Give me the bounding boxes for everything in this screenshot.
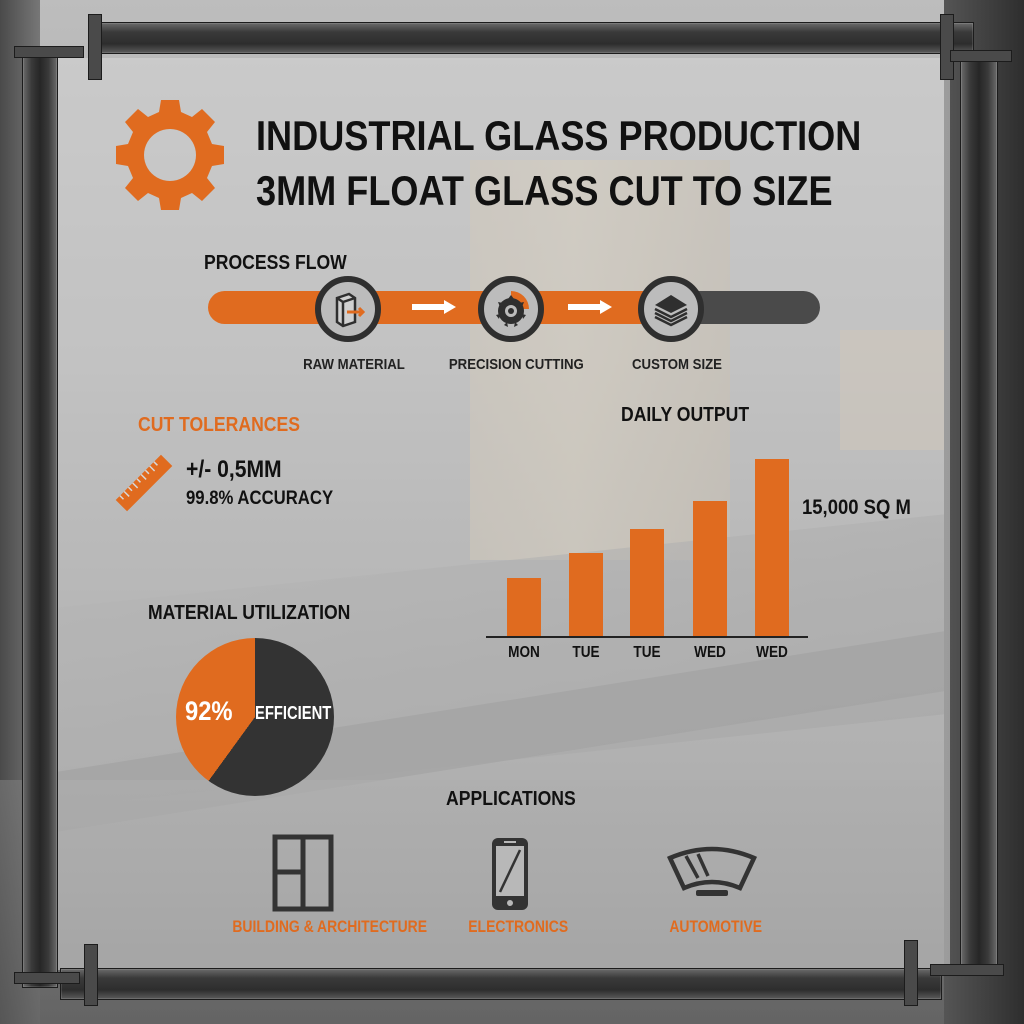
step-custom-size-circle [638, 276, 704, 342]
bar-wed [693, 501, 727, 636]
pie-efficient-label: EFFICIENT [255, 703, 332, 723]
material-utilization-heading: MATERIAL UTILIZATION [148, 602, 351, 624]
step-label-raw-material: RAW MATERIAL [303, 356, 405, 373]
title-line-2: 3MM FLOAT GLASS CUT TO SIZE [256, 167, 833, 214]
chart-x-axis [486, 636, 808, 638]
bar-tue [630, 529, 664, 636]
x-tick-label: TUE [572, 644, 600, 661]
application-label-automotive: AUTOMOTIVE [669, 917, 763, 936]
gear-icon [116, 100, 224, 210]
x-tick-label: WED [756, 644, 788, 661]
x-tick-label: WED [694, 644, 726, 661]
stacked-sheets-icon [654, 295, 688, 327]
page-title: INDUSTRIAL GLASS PRODUCTION 3MM FLOAT GL… [256, 108, 861, 218]
pie-percent-label: 92% [185, 696, 233, 726]
saw-blade-icon [496, 291, 529, 327]
daily-output-callout: 15,000 SQ M [802, 496, 911, 519]
window-icon [272, 834, 334, 912]
tolerance-value: +/- 0,5MM [186, 456, 282, 483]
frame-flange-bottom-left-vertical [84, 944, 98, 1006]
smartphone-icon [492, 838, 528, 910]
tolerance-accuracy: 99.8% ACCURACY [186, 488, 334, 509]
frame-flange-bottom-left [14, 972, 80, 984]
frame-beam-top [92, 22, 974, 54]
frame-beam-left [22, 56, 58, 988]
frame-flange-bottom-right-horizontal [930, 964, 1004, 976]
step-label-precision-cutting: PRECISION CUTTING [448, 356, 584, 373]
bar-mon [507, 578, 541, 636]
x-tick-label: TUE [633, 644, 661, 661]
application-label-building: BUILDING & ARCHITECTURE [232, 917, 428, 936]
bar-tue [569, 553, 603, 636]
x-tick-label: MON [508, 644, 540, 661]
title-line-1: INDUSTRIAL GLASS PRODUCTION [256, 112, 862, 159]
frame-flange-bottom-right [904, 940, 918, 1006]
arrow-right-icon [568, 300, 612, 314]
bar-wed [755, 459, 789, 636]
step-raw-material-circle [315, 276, 381, 342]
applications-heading: APPLICATIONS [446, 788, 576, 810]
frame-flange-top-left [14, 46, 84, 58]
daily-output-heading: DAILY OUTPUT [621, 404, 750, 426]
frame-flange-top-right-horizontal [950, 50, 1012, 62]
frame-flange-top-right [940, 14, 954, 80]
process-flow-heading: PROCESS FLOW [204, 252, 347, 274]
glass-block-icon [335, 292, 366, 328]
material-utilization-pie [176, 638, 334, 796]
frame-beam-right [960, 54, 998, 976]
translucent-panel [58, 58, 950, 970]
frame-beam-bottom [60, 968, 942, 1000]
application-label-electronics: ELECTRONICS [468, 917, 569, 936]
ruler-icon [115, 454, 173, 512]
windshield-icon [666, 846, 758, 896]
step-label-custom-size: CUSTOM SIZE [632, 356, 722, 373]
step-precision-cutting-circle [478, 276, 544, 342]
cut-tolerances-heading: CUT TOLERANCES [138, 414, 301, 436]
arrow-right-icon [412, 300, 456, 314]
frame-flange-top-left-vertical [88, 14, 102, 80]
